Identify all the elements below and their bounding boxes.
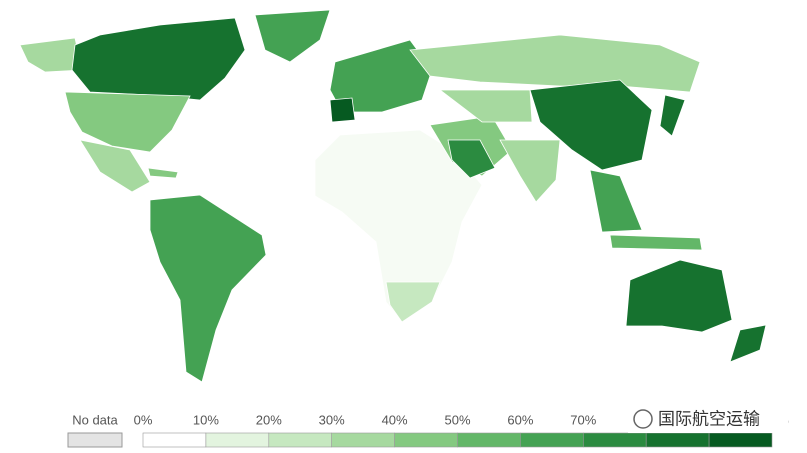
iberia bbox=[329, 97, 356, 123]
legend-swatch bbox=[520, 432, 584, 448]
legend-tick-label: 20% bbox=[256, 412, 282, 427]
watermark-text: 国际航空运输 bbox=[658, 409, 760, 428]
china bbox=[529, 79, 653, 171]
new-zealand bbox=[729, 324, 767, 363]
legend-swatch bbox=[205, 432, 270, 448]
caribbean bbox=[147, 167, 179, 179]
legend-swatch bbox=[582, 432, 647, 448]
southeast-asia bbox=[589, 169, 643, 233]
legend-swatch bbox=[708, 432, 773, 448]
watermark: 国际航空运输 bbox=[628, 405, 788, 433]
greenland bbox=[254, 9, 331, 63]
usa bbox=[64, 91, 191, 153]
canada bbox=[71, 17, 246, 101]
watermark-icon bbox=[633, 409, 653, 429]
legend-tick-label: 40% bbox=[382, 412, 408, 427]
legend-tick-label: 60% bbox=[507, 412, 533, 427]
legend-swatch bbox=[457, 432, 521, 448]
russia bbox=[409, 34, 701, 93]
australia bbox=[625, 259, 733, 333]
legend-swatch bbox=[331, 432, 395, 448]
legend-swatch bbox=[394, 432, 458, 448]
alaska bbox=[19, 37, 83, 73]
japan bbox=[659, 94, 686, 137]
europe bbox=[329, 39, 433, 113]
no-data-swatch bbox=[67, 432, 123, 448]
saudi-arabia bbox=[447, 139, 496, 179]
legend-tick-label: 50% bbox=[444, 412, 470, 427]
legend-tick-label: 10% bbox=[193, 412, 219, 427]
legend-tick-label: 70% bbox=[570, 412, 596, 427]
indonesia bbox=[609, 234, 703, 251]
india bbox=[499, 139, 561, 203]
legend-swatch bbox=[645, 432, 710, 448]
africa bbox=[314, 129, 483, 323]
mexico bbox=[79, 139, 151, 193]
southern-africa bbox=[385, 281, 441, 323]
no-data-label: No data bbox=[72, 412, 118, 427]
south-america bbox=[149, 194, 267, 383]
legend-tick-label: 30% bbox=[319, 412, 345, 427]
legend-swatch bbox=[268, 432, 332, 448]
countries bbox=[19, 9, 767, 383]
legend-tick-label: 0% bbox=[134, 412, 153, 427]
legend-swatch bbox=[142, 432, 207, 448]
watermark-backdrop bbox=[628, 405, 788, 433]
central-asia bbox=[438, 89, 533, 123]
